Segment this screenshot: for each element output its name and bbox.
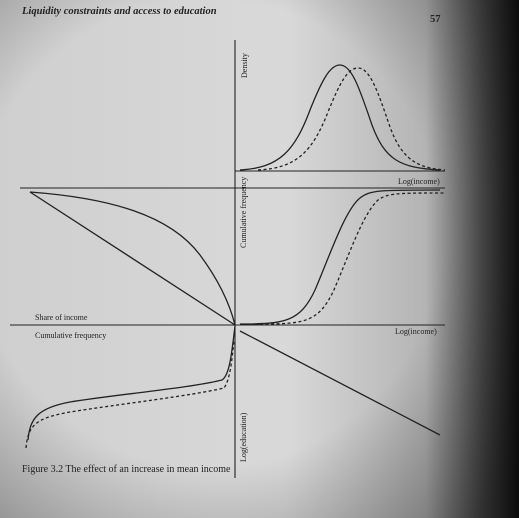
top-x-label: Log(income) — [398, 177, 440, 186]
figure-caption: Figure 3.2 The effect of an increase in … — [22, 464, 231, 475]
left-cumfreq-label: Cumulative frequency — [35, 331, 106, 340]
density-curve-shifted — [257, 67, 446, 171]
equality-line — [29, 191, 236, 326]
education-curve — [27, 325, 236, 441]
cumfreq-label: Cumulative frequency — [239, 177, 248, 248]
page-number: 57 — [430, 14, 441, 25]
cumulative-curve — [239, 189, 441, 325]
education-line — [239, 330, 441, 436]
education-label: Log(education) — [239, 412, 248, 462]
density-label: Density — [240, 53, 249, 78]
middle-x-label: Log(income) — [395, 327, 437, 336]
share-label: Share of income — [35, 313, 88, 322]
running-header: Liquidity constraints and access to educ… — [21, 6, 217, 17]
density-curve — [239, 64, 441, 171]
cumulative-curve-shifted — [259, 192, 446, 325]
lorenz-curve — [29, 191, 236, 326]
education-curve-shifted — [25, 339, 235, 449]
